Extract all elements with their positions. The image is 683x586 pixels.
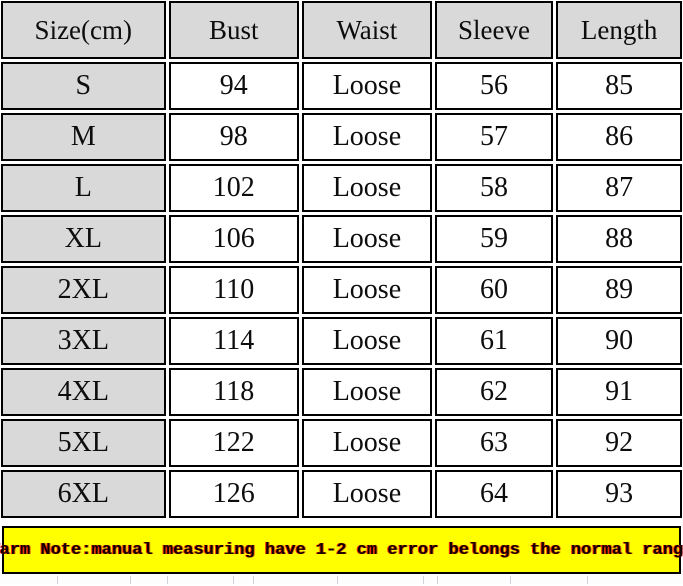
table-row: L 102 Loose 58 87 xyxy=(1,164,682,212)
waist-cell: Loose xyxy=(302,164,432,212)
bust-cell: 126 xyxy=(168,470,300,518)
length-cell: 91 xyxy=(556,368,682,416)
table-row: 6XL 126 Loose 64 93 xyxy=(1,470,682,518)
column-header-waist: Waist xyxy=(302,1,432,59)
size-cell: L xyxy=(1,164,166,212)
table-row: M 98 Loose 57 86 xyxy=(1,113,682,161)
table-row: S 94 Loose 56 85 xyxy=(1,62,682,110)
sleeve-cell: 60 xyxy=(434,266,554,314)
sleeve-cell: 64 xyxy=(434,470,554,518)
table-row: 2XL 110 Loose 60 89 xyxy=(1,266,682,314)
length-cell: 90 xyxy=(556,317,682,365)
size-cell: S xyxy=(1,62,166,110)
column-header-size: Size(cm) xyxy=(1,1,166,59)
length-cell: 88 xyxy=(556,215,682,263)
waist-cell: Loose xyxy=(302,470,432,518)
warm-note-banner: Warm Note:manual measuring have 1-2 cm e… xyxy=(0,526,683,574)
length-cell: 92 xyxy=(556,419,682,467)
size-cell: XL xyxy=(1,215,166,263)
size-cell: 3XL xyxy=(1,317,166,365)
bust-cell: 94 xyxy=(168,62,300,110)
size-chart-table: Size(cm) Bust Waist Sleeve Length S 94 L… xyxy=(1,1,682,518)
waist-cell: Loose xyxy=(302,317,432,365)
sleeve-cell: 59 xyxy=(434,215,554,263)
size-cell: 2XL xyxy=(1,266,166,314)
column-header-length: Length xyxy=(556,1,682,59)
length-cell: 87 xyxy=(556,164,682,212)
table-row: 5XL 122 Loose 63 92 xyxy=(1,419,682,467)
bust-cell: 106 xyxy=(168,215,300,263)
table-row: XL 106 Loose 59 88 xyxy=(1,215,682,263)
sleeve-cell: 61 xyxy=(434,317,554,365)
length-cell: 85 xyxy=(556,62,682,110)
bust-cell: 114 xyxy=(168,317,300,365)
bust-cell: 102 xyxy=(168,164,300,212)
bust-cell: 110 xyxy=(168,266,300,314)
waist-cell: Loose xyxy=(302,62,432,110)
waist-cell: Loose xyxy=(302,266,432,314)
size-cell: 5XL xyxy=(1,419,166,467)
sleeve-cell: 63 xyxy=(434,419,554,467)
warm-note-text: Warm Note:manual measuring have 1-2 cm e… xyxy=(0,540,683,560)
table-row: 4XL 118 Loose 62 91 xyxy=(1,368,682,416)
waist-cell: Loose xyxy=(302,215,432,263)
sleeve-cell: 62 xyxy=(434,368,554,416)
waist-cell: Loose xyxy=(302,113,432,161)
sleeve-cell: 57 xyxy=(434,113,554,161)
cropped-next-table-edge xyxy=(0,574,683,584)
size-cell: 6XL xyxy=(1,470,166,518)
bust-cell: 98 xyxy=(168,113,300,161)
length-cell: 89 xyxy=(556,266,682,314)
waist-cell: Loose xyxy=(302,368,432,416)
length-cell: 86 xyxy=(556,113,682,161)
bust-cell: 118 xyxy=(168,368,300,416)
waist-cell: Loose xyxy=(302,419,432,467)
column-header-sleeve: Sleeve xyxy=(434,1,554,59)
size-cell: 4XL xyxy=(1,368,166,416)
bust-cell: 122 xyxy=(168,419,300,467)
column-header-bust: Bust xyxy=(168,1,300,59)
header-row: Size(cm) Bust Waist Sleeve Length xyxy=(1,1,682,59)
size-cell: M xyxy=(1,113,166,161)
table-row: 3XL 114 Loose 61 90 xyxy=(1,317,682,365)
sleeve-cell: 58 xyxy=(434,164,554,212)
sleeve-cell: 56 xyxy=(434,62,554,110)
length-cell: 93 xyxy=(556,470,682,518)
